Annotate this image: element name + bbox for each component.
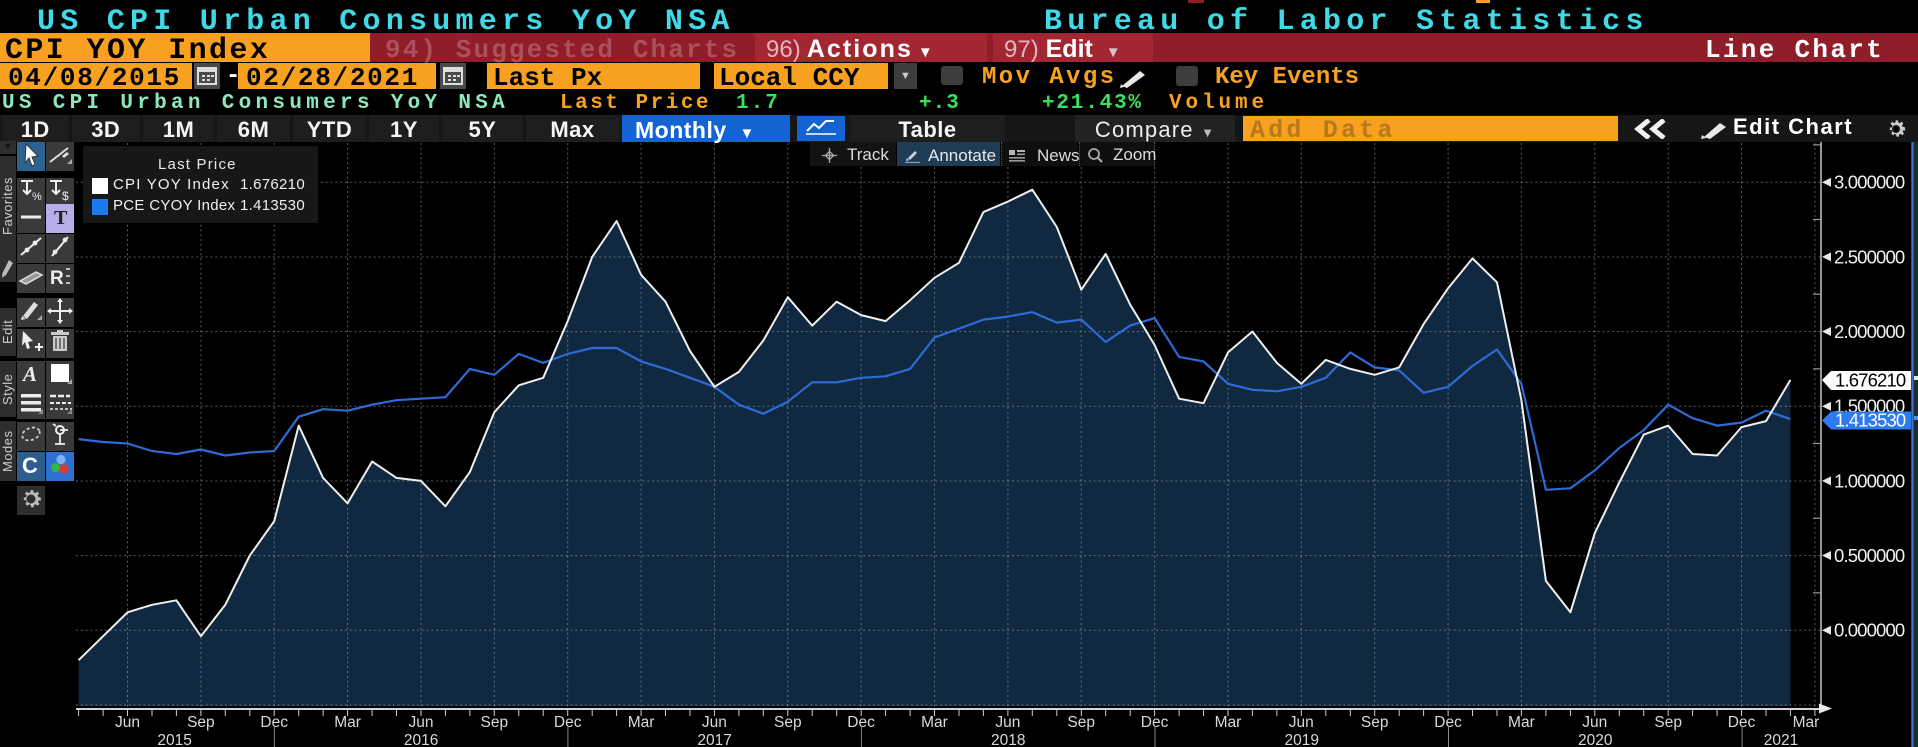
svg-text:1.000000: 1.000000 [1834,470,1905,491]
svg-text:Jun: Jun [995,714,1020,731]
svg-text:2015: 2015 [157,732,191,747]
svg-text:1.413530: 1.413530 [1835,410,1906,431]
svg-text:Sep: Sep [481,714,509,731]
svg-text:2016: 2016 [404,732,438,747]
svg-text:3.000000: 3.000000 [1834,172,1905,193]
svg-text:Dec: Dec [1434,714,1462,731]
svg-text:Mar: Mar [921,714,948,731]
svg-text:$: $ [62,189,69,202]
svg-text:2019: 2019 [1284,732,1318,747]
svg-text:Dec: Dec [554,714,582,731]
svg-text:C: C [22,453,38,478]
svg-text:2020: 2020 [1578,732,1613,747]
svg-text:0.000000: 0.000000 [1834,620,1905,641]
svg-text:2017: 2017 [697,732,731,747]
svg-text:Mar: Mar [334,714,361,731]
svg-text:A: A [21,362,37,385]
svg-text:Dec: Dec [260,714,288,731]
svg-text:Dec: Dec [847,714,875,731]
svg-text:Sep: Sep [1361,714,1389,731]
svg-text:Mar: Mar [1508,714,1535,731]
svg-text:Jun: Jun [1289,714,1314,731]
svg-text:Jun: Jun [1582,714,1607,731]
svg-text:Sep: Sep [187,714,215,731]
svg-text:Sep: Sep [774,714,802,731]
svg-text:2.500000: 2.500000 [1834,246,1905,267]
svg-text:Mar: Mar [628,714,655,731]
svg-text:Sep: Sep [1654,714,1682,731]
svg-text:%: % [32,191,42,202]
svg-text:Jun: Jun [702,714,727,731]
svg-text:Mar: Mar [1215,714,1242,731]
svg-text:Sep: Sep [1067,714,1095,731]
svg-text:2021: 2021 [1764,732,1798,747]
svg-text:T: T [54,207,68,228]
svg-text:Jun: Jun [115,714,140,731]
svg-text:Dec: Dec [1728,714,1756,731]
svg-text:Dec: Dec [1141,714,1169,731]
svg-text:0.500000: 0.500000 [1834,545,1905,566]
svg-text:1.500000: 1.500000 [1834,396,1905,417]
svg-text:Jun: Jun [409,714,434,731]
svg-text:1.676210: 1.676210 [1835,370,1906,391]
svg-text:Mar: Mar [1793,714,1820,731]
svg-text:2018: 2018 [991,732,1025,747]
svg-text:R: R [50,268,64,288]
svg-text:2.000000: 2.000000 [1834,321,1905,342]
